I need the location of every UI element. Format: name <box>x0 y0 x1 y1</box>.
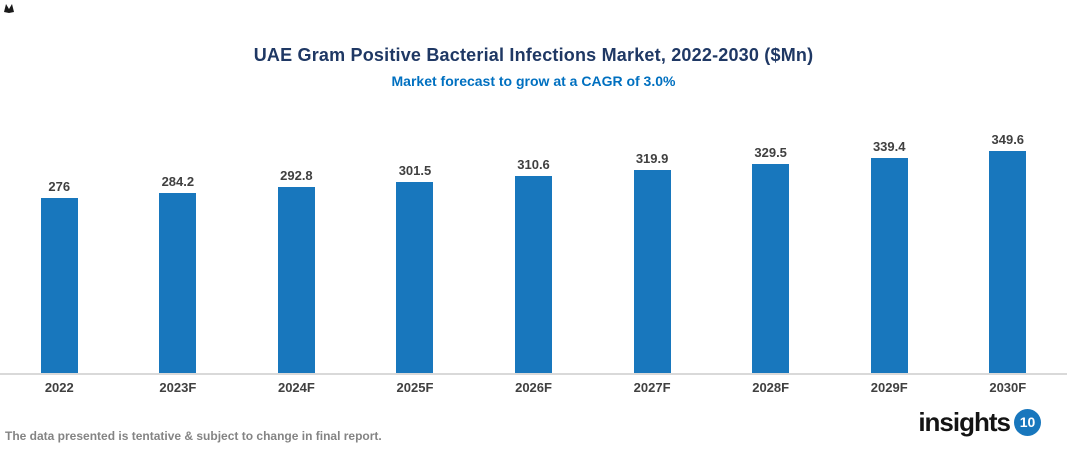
bar-group-2022: 276 <box>0 113 119 373</box>
bar-value-label-2023F: 284.2 <box>161 173 195 189</box>
logo-badge: 10 <box>1014 408 1041 436</box>
bar-group-2024F: 292.8 <box>237 113 356 373</box>
x-tick-2028F: 2028F <box>752 380 790 395</box>
bar-2027F <box>633 170 671 373</box>
logo-text: insights <box>918 406 1011 437</box>
bar-2030F <box>989 151 1027 373</box>
plot-area: 276 284.2 292.8 301.5 310.6 319.9 329.5 339.4 34… <box>0 113 1067 373</box>
x-tick-2022: 2022 <box>44 380 74 395</box>
x-tick-2030F: 2030F <box>989 380 1027 395</box>
bar-value-label-2030F: 349.6 <box>991 132 1025 148</box>
bar-2024F <box>277 187 315 373</box>
x-axis-labels: 2022 2023F 2024F 2025F 2026F 2027F 2028F 2029F 2… <box>0 380 1067 395</box>
bar-group-2030F: 349.6 <box>949 113 1067 373</box>
x-tick-2024F: 2024F <box>277 380 315 395</box>
bar-group-2026F: 310.6 <box>474 113 593 373</box>
chart-title: UAE Gram Positive Bacterial Infections M… <box>253 45 814 65</box>
bar-value-label-2028F: 329.5 <box>754 145 787 160</box>
x-tick-2027F: 2027F <box>633 380 671 395</box>
bar-group-2029F: 339.4 <box>830 113 949 373</box>
chart-subtitle: Market forecast to grow at a CAGR of 3.0… <box>391 73 676 89</box>
bar-value-label-2025F: 301.5 <box>398 162 432 178</box>
bar-2029F <box>870 157 908 373</box>
bar-2028F <box>752 164 790 373</box>
bar-value-label-2024F: 292.8 <box>280 168 313 184</box>
insights10-logo: insights 10 <box>918 403 1041 441</box>
corner-mark <box>4 4 14 13</box>
bar-2025F <box>396 181 434 373</box>
bar-value-label-2022: 276 <box>48 179 71 194</box>
x-tick-2029F: 2029F <box>870 380 908 395</box>
bar-2023F <box>159 192 197 373</box>
bar-group-2023F: 284.2 <box>119 113 238 373</box>
x-tick-2023F: 2023F <box>159 380 197 395</box>
x-tick-2025F: 2025F <box>396 380 434 395</box>
bar-2022 <box>40 198 78 373</box>
bar-group-2025F: 301.5 <box>356 113 475 373</box>
bar-value-label-2027F: 319.9 <box>635 151 669 167</box>
x-axis-line <box>0 373 1067 375</box>
bar-group-2028F: 329.5 <box>711 113 830 373</box>
bar-2026F <box>515 176 553 373</box>
bar-group-2027F: 319.9 <box>593 113 712 373</box>
disclaimer-text: The data presented is tentative & subjec… <box>5 429 382 443</box>
bar-value-label-2026F: 310.6 <box>517 157 550 172</box>
x-tick-2026F: 2026F <box>515 380 552 395</box>
bar-value-label-2029F: 339.4 <box>872 138 906 154</box>
